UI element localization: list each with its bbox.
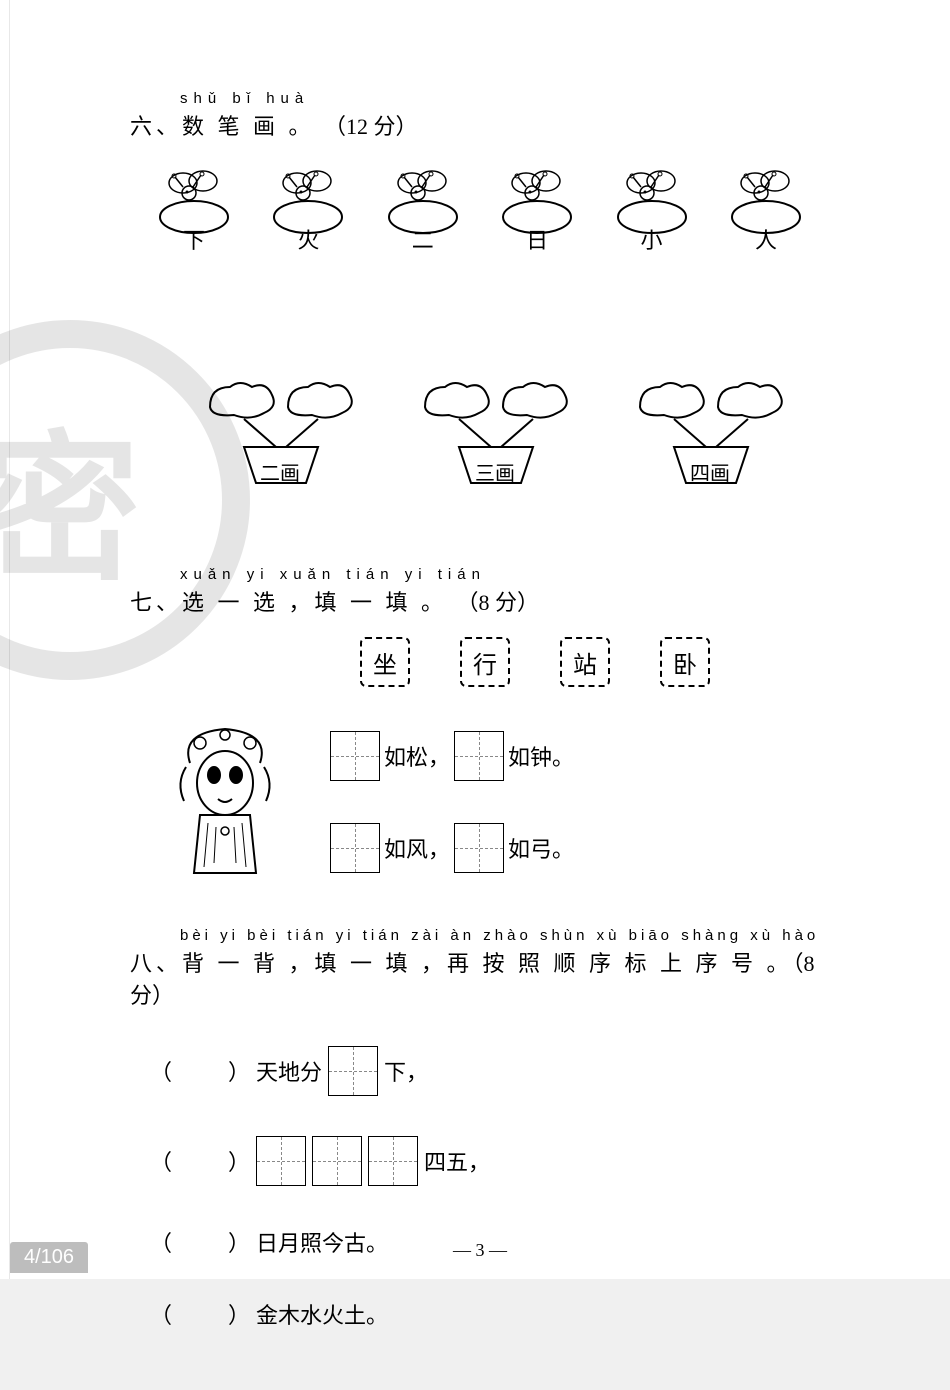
bee-item: 火	[264, 165, 352, 267]
choice-box: 坐	[360, 637, 410, 687]
paren-open: （	[150, 1298, 172, 1330]
s8-line-2: （ ） 四五，	[150, 1136, 830, 1186]
flowerpot-row: 二画 三画	[130, 377, 830, 516]
s8-line-4: （ ） 金木水火土。	[150, 1298, 830, 1330]
bee-char: 二	[412, 223, 434, 255]
flowerpot-item: 三画	[405, 377, 585, 516]
tian-box-blank[interactable]	[454, 823, 504, 873]
fill-text: 如风，	[384, 832, 450, 864]
section-6-points: （12 分）	[324, 114, 418, 139]
section-8-title: 八、背 一 背 ，填 一 填 ，再 按 照 顺 序 标 上 序 号 。（8 分）	[130, 946, 830, 1010]
choice-box: 行	[460, 637, 510, 687]
worksheet-page: 密 shǔ bǐ huà 六、数 笔 画 。 （12 分）	[10, 0, 950, 1279]
bee-char: 小	[641, 223, 663, 255]
section-7-pinyin: xuǎn yi xuǎn tián yi tián	[180, 566, 830, 583]
section-8-header: bèi yi bèi tián yi tián zài àn zhào shùn…	[130, 927, 830, 1010]
s8-line-1: （ ） 天地分 下，	[150, 1046, 830, 1096]
section-7-title-text: 七、选 一 选 ，填 一 填 。	[130, 590, 457, 615]
section-8-lines: （ ） 天地分 下， （ ） 四五， （ ） 日月照今古。 （ ）	[150, 1046, 830, 1330]
bee-char: 下	[183, 223, 205, 255]
paren-open: （	[150, 1055, 172, 1087]
flowerpot-label: 三画	[475, 457, 515, 486]
tian-box-blank[interactable]	[312, 1136, 362, 1186]
s8-text: 日月照今古。	[256, 1226, 388, 1258]
fill-lines: 如松， 如钟。 如风， 如弓。	[330, 731, 574, 873]
paren-open: （	[150, 1145, 172, 1177]
bee-item: 下	[150, 165, 238, 267]
choice-box-row: 坐 行 站 卧	[360, 637, 830, 687]
opera-character-icon	[170, 723, 280, 883]
bee-char: 火	[297, 223, 319, 255]
paren-close: ）	[228, 1298, 250, 1330]
tian-box-blank[interactable]	[256, 1136, 306, 1186]
s8-text: 金木水火土。	[256, 1298, 388, 1330]
s8-line-3: （ ） 日月照今古。	[150, 1226, 830, 1258]
opera-fill-group: 如松， 如钟。 如风， 如弓。	[170, 723, 830, 883]
bee-char: 日	[526, 223, 548, 255]
section-7-points: （8 分）	[457, 590, 540, 615]
section-6: shǔ bǐ huà 六、数 笔 画 。 （12 分）	[130, 90, 830, 516]
section-6-title-text: 六、数 笔 画 。	[130, 114, 324, 139]
section-6-pinyin: shǔ bǐ huà	[180, 90, 830, 107]
fill-line-1: 如松， 如钟。	[330, 731, 574, 781]
flowerpot-item: 二画	[190, 377, 370, 516]
flowerpot-label: 四画	[690, 457, 730, 486]
section-8-pinyin: bèi yi bèi tián yi tián zài àn zhào shùn…	[180, 927, 830, 944]
paren-close: ）	[228, 1145, 250, 1177]
s8-text: 天地分	[256, 1055, 322, 1087]
s8-text: 四五，	[424, 1145, 490, 1177]
fill-line-2: 如风， 如弓。	[330, 823, 574, 873]
bee-item: 二	[379, 165, 467, 267]
tian-box-blank[interactable]	[454, 731, 504, 781]
watermark-text: 密	[0, 380, 140, 612]
bee-item: 日	[493, 165, 581, 267]
fill-text: 如钟。	[508, 740, 574, 772]
bee-row: 下 火	[130, 165, 830, 267]
section-8: bèi yi bèi tián yi tián zài àn zhào shùn…	[130, 927, 830, 1330]
corner-page-indicator: 4/106	[10, 1242, 88, 1273]
flowerpot-label: 二画	[260, 457, 300, 486]
tian-box-blank[interactable]	[328, 1046, 378, 1096]
bee-item: 小	[608, 165, 696, 267]
bee-char: 人	[755, 223, 777, 255]
tian-box-blank[interactable]	[330, 823, 380, 873]
paren-close: ）	[228, 1055, 250, 1087]
section-7-header: xuǎn yi xuǎn tián yi tián 七、选 一 选 ，填 一 填…	[130, 566, 830, 617]
left-stub	[0, 0, 10, 1279]
bee-item: 人	[722, 165, 810, 267]
section-6-header: shǔ bǐ huà 六、数 笔 画 。 （12 分）	[130, 90, 830, 141]
tian-box-blank[interactable]	[330, 731, 380, 781]
choice-box: 卧	[660, 637, 710, 687]
choice-box: 站	[560, 637, 610, 687]
s8-text: 下，	[384, 1055, 428, 1087]
section-7: xuǎn yi xuǎn tián yi tián 七、选 一 选 ，填 一 填…	[130, 566, 830, 883]
section-7-title: 七、选 一 选 ，填 一 填 。 （8 分）	[130, 585, 830, 617]
fill-text: 如松，	[384, 740, 450, 772]
paren-open: （	[150, 1226, 172, 1258]
tian-box-blank[interactable]	[368, 1136, 418, 1186]
section-8-title-text: 八、背 一 背 ，填 一 填 ，再 按 照 顺 序 标 上 序 号 。	[130, 951, 793, 976]
fill-text: 如弓。	[508, 832, 574, 864]
section-6-title: 六、数 笔 画 。 （12 分）	[130, 109, 830, 141]
flowerpot-item: 四画	[620, 377, 800, 516]
paren-close: ）	[228, 1226, 250, 1258]
